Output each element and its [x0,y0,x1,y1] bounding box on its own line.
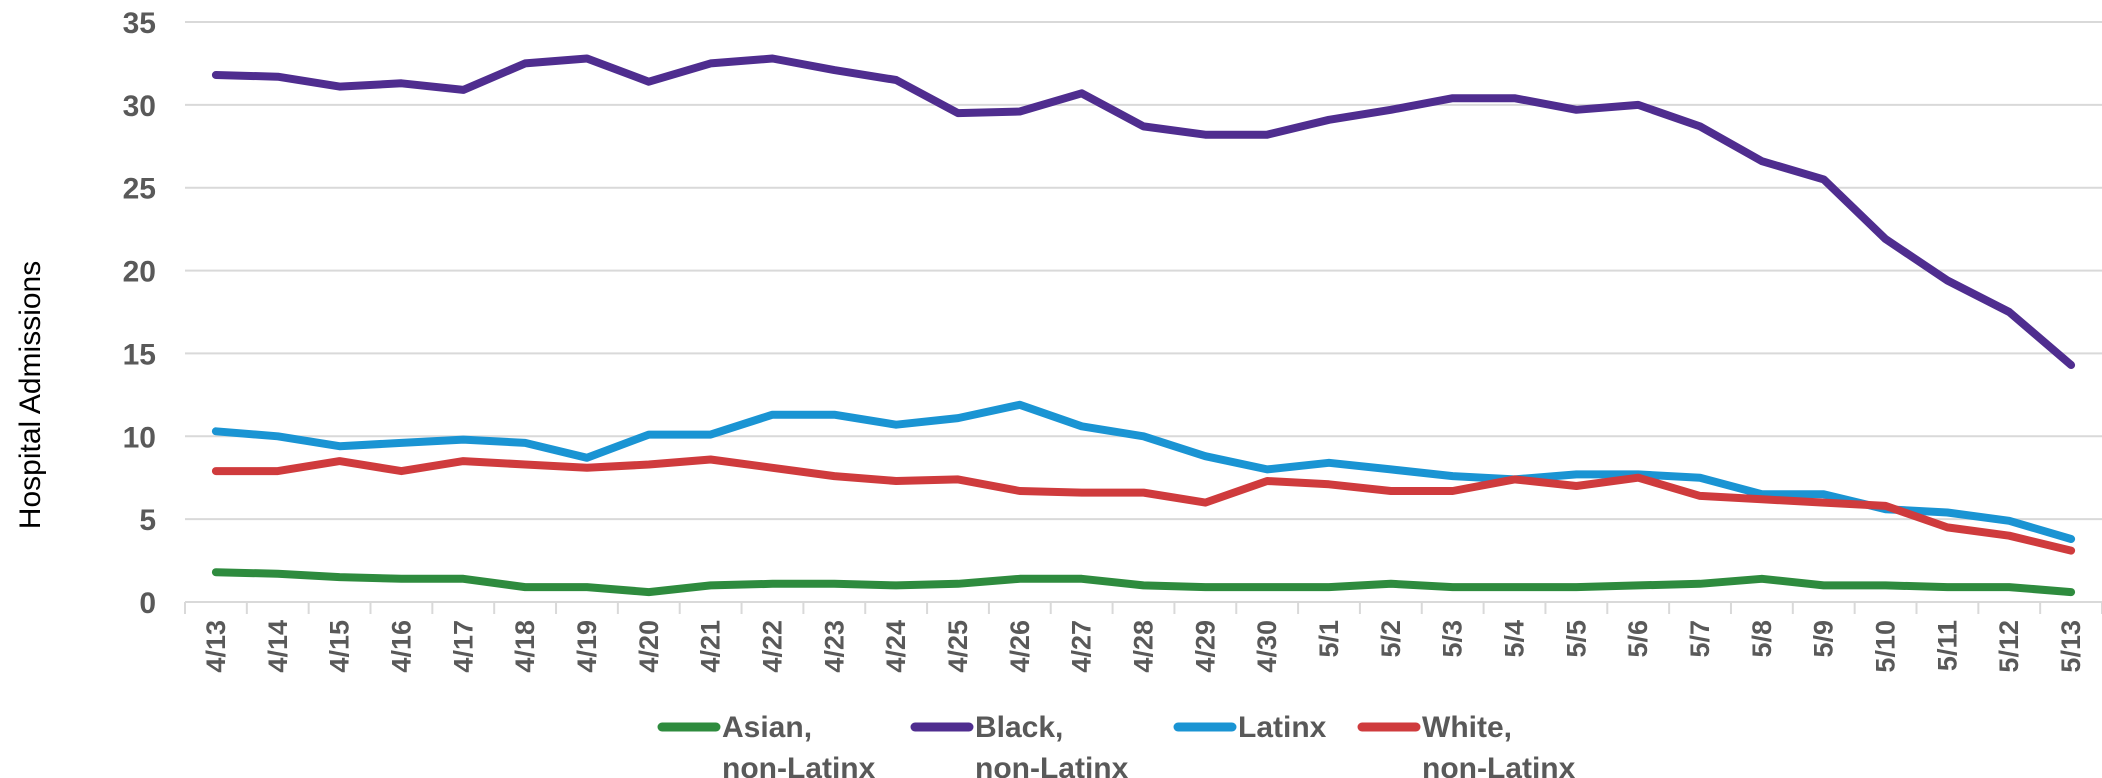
x-tick-label: 5/1 [1314,620,1344,658]
x-tick-label: 4/25 [943,620,973,673]
x-tick-label: 4/21 [696,620,726,673]
y-axis-ticks: 0 5 10 15 20 25 30 35 [123,7,156,620]
x-tick-label: 4/17 [448,620,478,673]
series-line-0 [211,568,2076,597]
series-line-1 [211,54,2076,369]
legend-label: Black, [975,711,1063,744]
x-tick-label: 4/15 [325,620,355,673]
x-tick-label: 4/30 [1252,620,1282,673]
x-tick-label: 5/6 [1623,620,1653,658]
x-tick-label: 5/11 [1932,620,1962,671]
x-tick-label: 5/5 [1561,620,1591,658]
y-tick-label: 30 [123,90,156,123]
legend-label: non-Latinx [975,752,1129,778]
y-tick-label: 25 [123,173,156,206]
legend-label: Asian, [722,711,812,744]
y-tick-label: 20 [123,256,156,289]
x-tick-label: 4/19 [572,620,602,673]
series-line-2 [211,400,2076,543]
y-axis-title: Hospital Admissions [14,261,47,529]
y-tick-label: 10 [123,421,156,454]
x-axis-ticks: 4/13 4/14 4/15 4/16 4/17 4/18 4/19 4/20 4/21 4/22… [201,620,2086,673]
series-line-3 [211,455,2076,555]
x-tick-label: 5/4 [1500,620,1530,658]
series-lines [211,54,2076,597]
y-tick-label: 0 [139,587,156,620]
x-tick-label: 4/22 [757,620,787,673]
legend-label: non-Latinx [722,752,876,778]
y-tick-label: 15 [123,338,156,371]
x-tick-label: 5/13 [2056,620,2086,673]
x-tick-label: 4/14 [263,620,293,673]
gridlines [185,21,2102,521]
x-tick-label: 5/8 [1747,620,1777,658]
y-tick-label: 5 [139,504,156,537]
x-tick-label: 4/18 [510,620,540,673]
y-tick-label: 35 [123,7,156,40]
x-tick-label: 5/10 [1871,620,1901,673]
x-tick-label: 4/13 [201,620,231,673]
x-axis [184,601,2102,614]
x-tick-label: 5/2 [1376,620,1406,658]
x-tick-label: 4/29 [1190,620,1220,673]
x-tick-label: 5/9 [1809,620,1839,658]
x-tick-label: 4/20 [634,620,664,673]
x-tick-label: 4/26 [1005,620,1035,673]
legend-label: White, [1422,711,1512,744]
x-tick-label: 5/3 [1438,620,1468,658]
x-tick-label: 4/27 [1067,620,1097,673]
x-tick-label: 4/28 [1129,620,1159,673]
x-tick-label: 4/16 [386,620,416,673]
x-tick-label: 5/7 [1685,620,1715,658]
x-tick-label: 4/24 [881,620,911,673]
legend-label: non-Latinx [1422,752,1576,778]
legend: Asian, non-Latinx Black, non-Latinx Latinx Wh… [657,711,1576,778]
x-tick-label: 4/23 [819,620,849,673]
legend-label: Latinx [1238,711,1327,744]
x-tick-label: 5/12 [1994,620,2024,673]
